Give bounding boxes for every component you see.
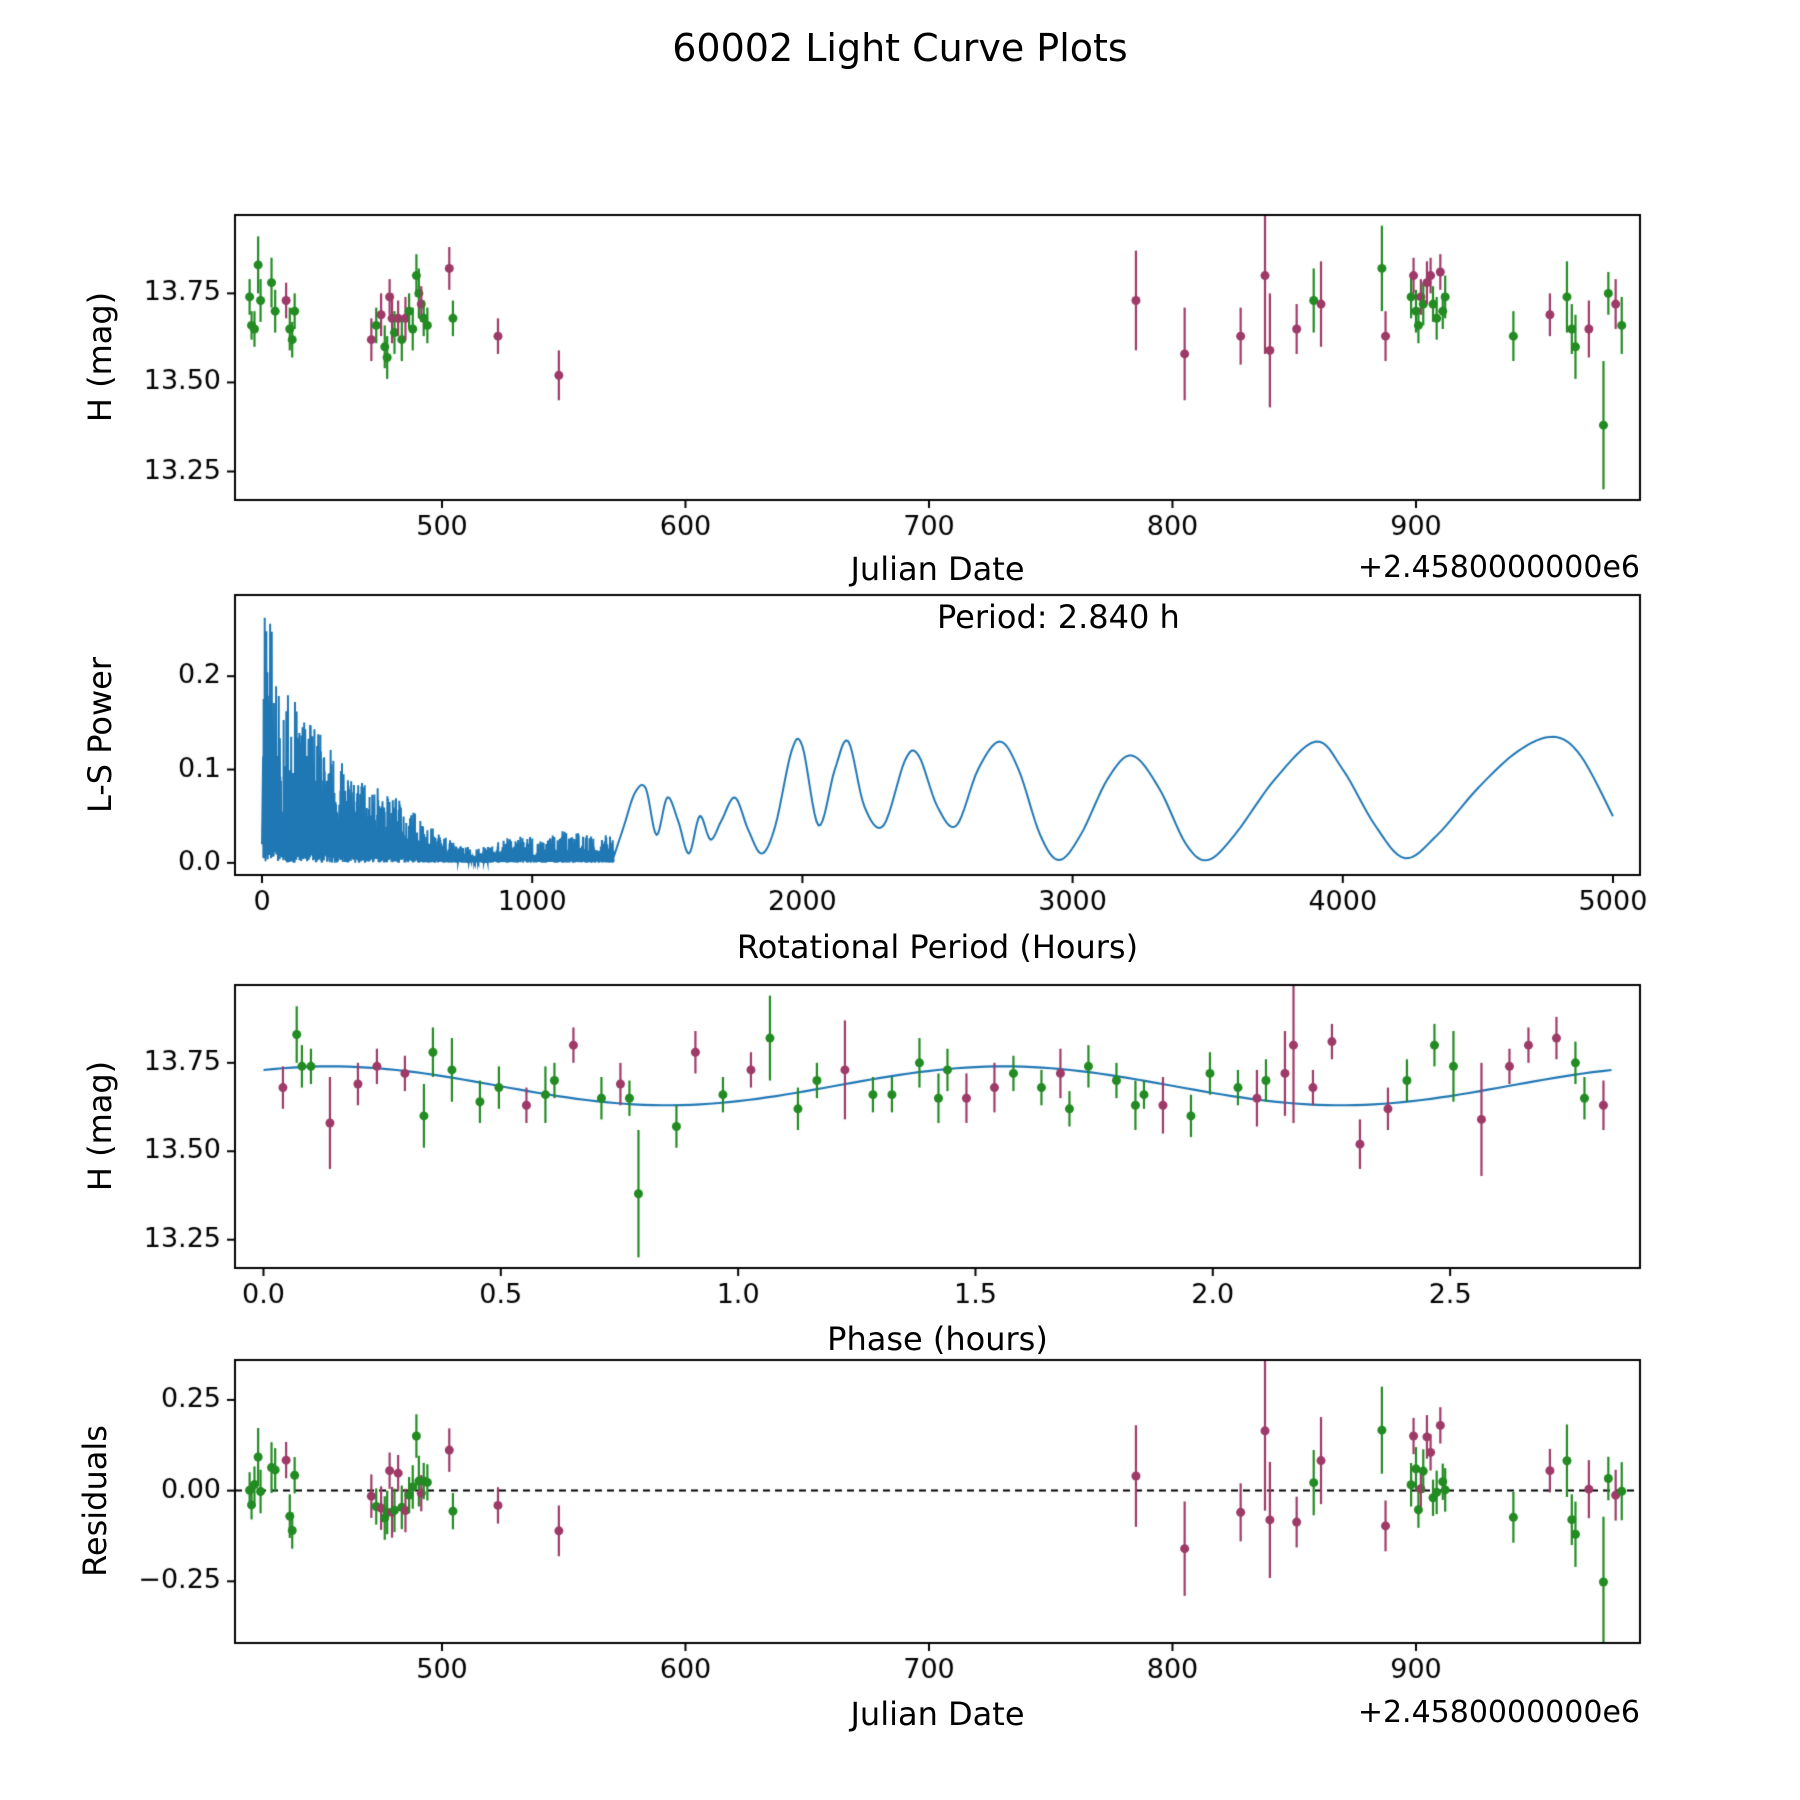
ylabel-lightcurve: H (mag) [81,291,119,423]
xlabel-phased: Phase (hours) [827,1320,1048,1358]
ylabel-periodogram: L-S Power [81,656,119,814]
xlabel-lightcurve: Julian Date [850,550,1025,588]
xlabel-residuals: Julian Date [850,1695,1025,1733]
x-offset-lightcurve: +2.4580000000e6 [1357,550,1640,585]
figure-title: 60002 Light Curve Plots [672,26,1128,70]
xlabel-periodogram: Rotational Period (Hours) [736,928,1139,966]
x-offset-residuals: +2.4580000000e6 [1357,1695,1640,1730]
ylabel-residuals: Residuals [76,1425,114,1577]
period-annotation: Period: 2.840 h [937,598,1180,636]
ylabel-phased: H (mag) [81,1060,119,1192]
